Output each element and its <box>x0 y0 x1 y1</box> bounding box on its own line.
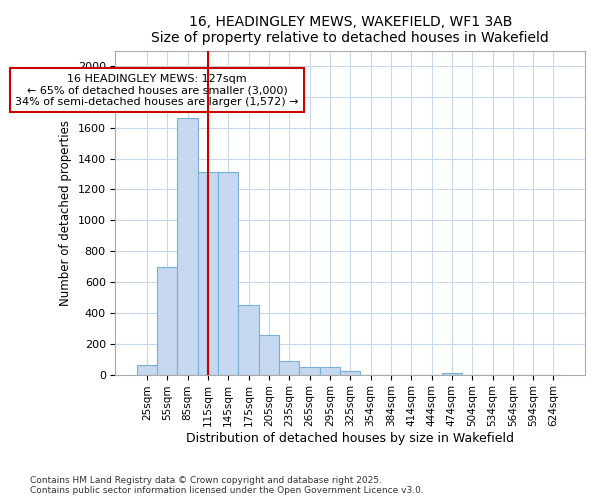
Text: Contains HM Land Registry data © Crown copyright and database right 2025.
Contai: Contains HM Land Registry data © Crown c… <box>30 476 424 495</box>
Bar <box>178 118 198 374</box>
Bar <box>198 172 218 374</box>
Bar <box>259 335 279 374</box>
Bar <box>320 367 340 374</box>
Bar <box>279 360 299 374</box>
Title: 16, HEADINGLEY MEWS, WAKEFIELD, WF1 3AB
Size of property relative to detached ho: 16, HEADINGLEY MEWS, WAKEFIELD, WF1 3AB … <box>151 15 549 45</box>
Bar <box>218 172 238 374</box>
Bar <box>238 305 259 374</box>
Bar <box>299 367 320 374</box>
X-axis label: Distribution of detached houses by size in Wakefield: Distribution of detached houses by size … <box>186 432 514 445</box>
Bar <box>137 364 157 374</box>
Bar <box>442 373 462 374</box>
Bar <box>157 266 178 374</box>
Text: 16 HEADINGLEY MEWS: 127sqm
← 65% of detached houses are smaller (3,000)
34% of s: 16 HEADINGLEY MEWS: 127sqm ← 65% of deta… <box>16 74 299 107</box>
Bar <box>340 370 361 374</box>
Y-axis label: Number of detached properties: Number of detached properties <box>59 120 72 306</box>
